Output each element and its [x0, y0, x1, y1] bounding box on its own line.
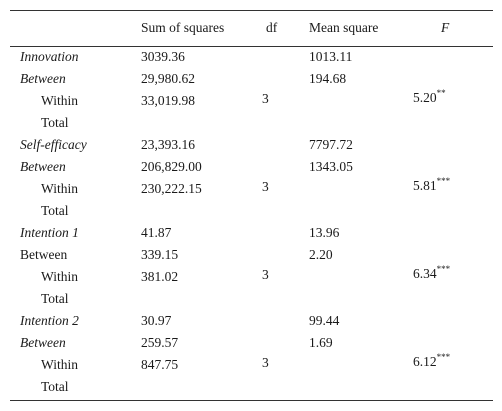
- group-ms: 1013.11: [309, 49, 353, 64]
- between-label: Between: [20, 71, 66, 86]
- between-ss: 259.57: [141, 335, 179, 350]
- f-value: 5.81: [413, 178, 437, 193]
- group-name: Innovation: [20, 49, 79, 64]
- total-label: Total: [41, 379, 69, 394]
- between-ms: 1343.05: [309, 159, 353, 174]
- group-ms: 99.44: [309, 313, 340, 328]
- significance-marker: **: [436, 88, 446, 98]
- group-ss: 41.87: [141, 225, 172, 240]
- between-ss: 339.15: [141, 247, 179, 262]
- between-ms: 1.69: [309, 335, 333, 350]
- group-ss: 23,393.16: [141, 137, 195, 152]
- table-header: Sum of squares df Mean square F: [10, 11, 493, 47]
- f-value: 6.34: [413, 266, 437, 281]
- group-ss: 3039.36: [141, 49, 185, 64]
- total-label: Total: [41, 115, 69, 130]
- within-label: Within: [41, 181, 78, 196]
- group-name: Intention 2: [20, 313, 79, 328]
- within-label: Within: [41, 269, 78, 284]
- f-value: 6.12: [413, 354, 437, 369]
- between-ss: 206,829.00: [141, 159, 202, 174]
- within-label: Within: [41, 357, 78, 372]
- between-label: Between: [20, 247, 68, 262]
- f-cell: 5.20**: [413, 88, 446, 106]
- group-ms: 7797.72: [309, 137, 353, 152]
- group-ss: 30.97: [141, 313, 172, 328]
- header-sum-of-squares: Sum of squares: [141, 20, 225, 35]
- header-mean-square: Mean square: [309, 20, 379, 35]
- df-value: 3: [262, 179, 269, 194]
- significance-marker: ***: [436, 264, 451, 274]
- between-ss: 29,980.62: [141, 71, 195, 86]
- significance-marker: ***: [436, 352, 451, 362]
- within-ss: 381.02: [141, 269, 179, 284]
- within-ss: 33,019.98: [141, 93, 195, 108]
- f-cell: 5.81***: [413, 176, 451, 194]
- significance-marker: ***: [436, 176, 451, 186]
- between-label: Between: [20, 159, 66, 174]
- anova-table: Sum of squares df Mean square F Innovati…: [10, 10, 493, 401]
- group-ms: 13.96: [309, 225, 340, 240]
- df-value: 3: [262, 91, 269, 106]
- df-value: 3: [262, 267, 269, 282]
- between-ms: 2.20: [309, 247, 333, 262]
- f-cell: 6.12***: [413, 352, 451, 370]
- f-value: 5.20: [413, 90, 437, 105]
- header-df: df: [266, 20, 278, 35]
- within-label: Within: [41, 93, 78, 108]
- header-f: F: [441, 20, 450, 35]
- total-label: Total: [41, 203, 69, 218]
- df-value: 3: [262, 355, 269, 370]
- group-name: Intention 1: [20, 225, 79, 240]
- within-ss: 230,222.15: [141, 181, 202, 196]
- between-ms: 194.68: [309, 71, 347, 86]
- f-cell: 6.34***: [413, 264, 451, 282]
- between-label: Between: [20, 335, 66, 350]
- group-name: Self-efficacy: [20, 137, 87, 152]
- total-label: Total: [41, 291, 69, 306]
- within-ss: 847.75: [141, 357, 179, 372]
